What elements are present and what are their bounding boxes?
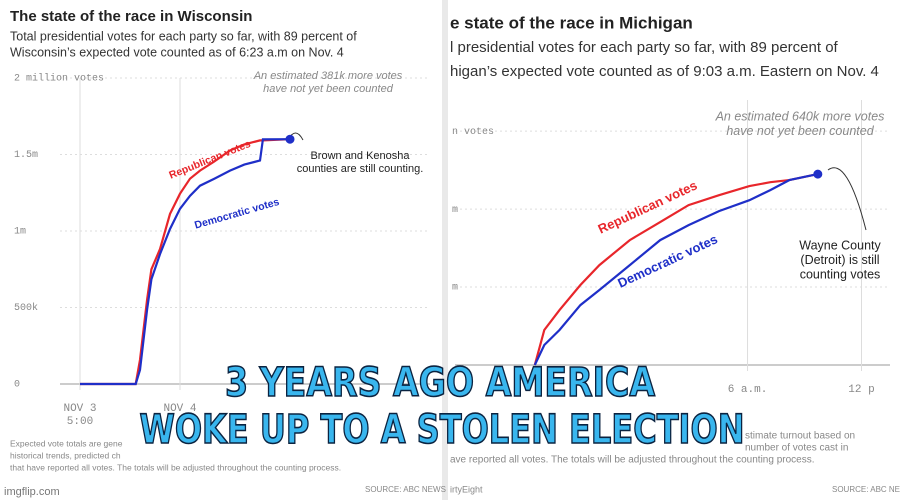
x-tick-label: NOV 4 [163,403,196,415]
series-line [80,138,291,386]
x-tick-label: 6 a.m. [728,384,768,396]
caption-line: 3 YEARS AGO AMERICA [225,360,655,406]
end-marker [813,169,823,179]
chart-subtitle: Total presidential votes for each party … [10,29,357,43]
y-tick-label: 2 million votes [14,73,104,85]
footnote: ave reported all votes. The totals will … [450,455,814,466]
y-tick-label: 500k [14,302,38,314]
series-line [533,173,819,366]
callout: Wayne County [799,238,881,252]
footnote: that have reported all votes. The totals… [10,462,341,472]
y-tick-label: 0 [14,380,20,391]
source: SOURCE: ABC NEWS [365,485,446,494]
y-tick-label: 1m [14,227,26,238]
series-line [533,173,819,366]
note: An estimated 640k more votes [715,109,885,123]
caption-line: WOKE UP TO A STOLEN ELECTION [140,407,745,453]
y-tick-label: m [452,283,458,294]
chart-title: The state of the race in Wisconsin [10,8,252,25]
note: have not yet been counted [263,83,394,95]
x-tick-sublabel: 5:00 [67,416,93,428]
y-tick-label: n votes [452,127,494,138]
caption-layer: 3 YEARS AGO AMERICA WOKE UP TO A STOLEN … [4,359,745,498]
watermark: imgflip.com [4,486,60,498]
x-tick-label: 12 p [848,384,874,396]
footnote: historical trends, predicted ch [10,450,121,460]
callout-arrow [827,167,867,231]
note: have not yet been counted [726,124,874,138]
source: SOURCE: ABC NEWS [832,485,900,494]
end-marker [285,134,295,144]
chart-subtitle: higan’s expected vote counted as of 9:03… [450,63,879,80]
chart-title: e state of the race in Michigan [450,13,693,32]
chart-subtitle: l presidential votes for each party so f… [450,39,839,56]
footnote: stimate turnout based on [745,431,855,442]
callout: Brown and Kenosha [310,150,410,162]
callout: counties are still counting. [297,163,424,175]
series-line [80,138,291,386]
callout: (Detroit) is still [800,253,879,267]
credit: irtyEight [450,484,483,494]
chart-subtitle: Wisconsin’s expected vote counted as of … [10,45,344,59]
note: An estimated 381k more votes [253,70,403,82]
footnote: Expected vote totals are gene [10,438,123,448]
x-tick-label: NOV 3 [63,403,96,415]
y-tick-label: m [452,205,458,216]
callout: counting votes [800,267,881,281]
panel-divider [442,0,448,500]
y-tick-label: 1.5m [14,150,38,161]
footnote: number of votes cast in [745,443,848,454]
